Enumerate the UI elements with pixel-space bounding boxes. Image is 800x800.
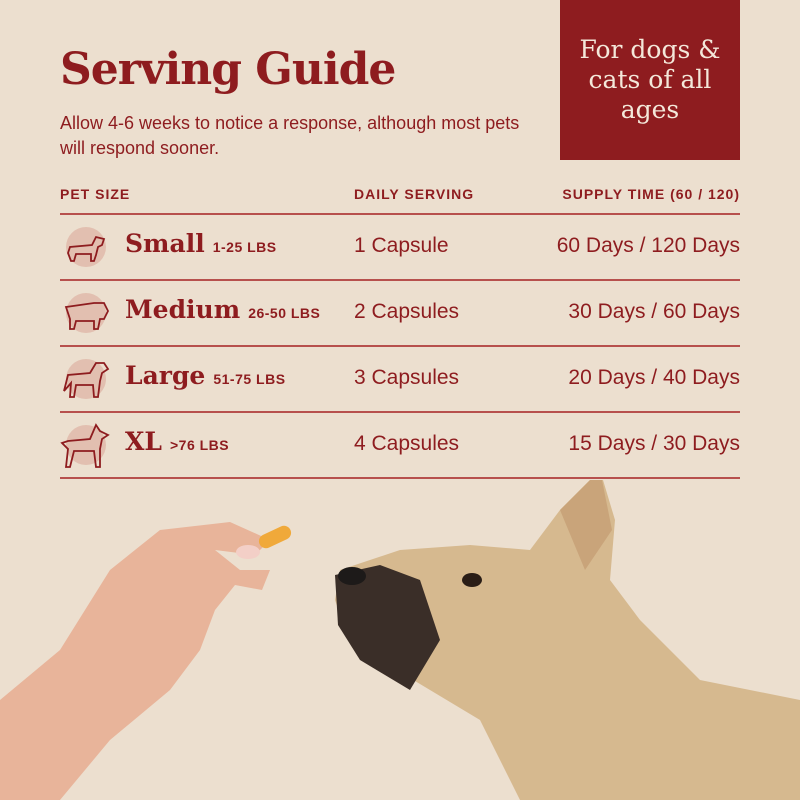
bulldog-icon — [64, 302, 110, 330]
weight-range: >76 LBS — [169, 437, 230, 453]
table-row: Large 51-75 LBS 3 Capsules 20 Days / 40 D… — [60, 347, 740, 411]
supply-time: 30 Days / 60 Days — [568, 300, 740, 323]
column-header-pet-size: PET SIZE — [60, 186, 131, 202]
audience-badge: For dogs & cats of all ages — [560, 0, 740, 160]
divider — [60, 477, 740, 479]
divider — [60, 411, 740, 413]
supply-time: 60 Days / 120 Days — [556, 234, 740, 257]
table-row: Small 1-25 LBS 1 Capsule 60 Days / 120 Da… — [60, 215, 740, 279]
photo-hand-feeding-dog — [0, 480, 800, 800]
size-label: Small — [125, 229, 205, 258]
column-header-daily-serving: DAILY SERVING — [354, 186, 475, 202]
table-row: XL >76 LBS 4 Capsules 15 Days / 30 Days — [60, 413, 740, 477]
badge-text: For dogs & cats of all ages — [579, 35, 721, 124]
daily-serving: 3 Capsules — [354, 366, 460, 389]
daily-serving: 4 Capsules — [354, 432, 460, 455]
daily-serving: 1 Capsule — [354, 234, 449, 257]
divider — [60, 213, 740, 215]
supply-time: 15 Days / 30 Days — [568, 432, 740, 455]
hand-image — [0, 522, 270, 800]
dog-image — [335, 480, 800, 800]
size-label: Medium — [125, 295, 241, 324]
size-label: XL — [125, 427, 162, 456]
weight-range: 51-75 LBS — [213, 371, 286, 387]
divider — [60, 279, 740, 281]
size-label: Large — [125, 361, 206, 390]
weight-range: 1-25 LBS — [212, 239, 277, 255]
retriever-icon — [63, 362, 110, 398]
daily-serving: 2 Capsules — [354, 300, 460, 323]
table-row: Medium 26-50 LBS 2 Capsules 30 Days / 60 … — [60, 281, 740, 345]
weight-range: 26-50 LBS — [248, 305, 321, 321]
supply-time: 20 Days / 40 Days — [568, 366, 740, 389]
dachshund-icon — [67, 235, 106, 262]
column-header-supply-time: SUPPLY TIME (60 / 120) — [562, 186, 740, 202]
doberman-icon — [60, 423, 110, 468]
subtitle: Allow 4-6 weeks to notice a response, al… — [60, 113, 520, 158]
page-title: Serving Guide — [60, 44, 396, 95]
divider — [60, 345, 740, 347]
capsule-image — [258, 525, 292, 549]
